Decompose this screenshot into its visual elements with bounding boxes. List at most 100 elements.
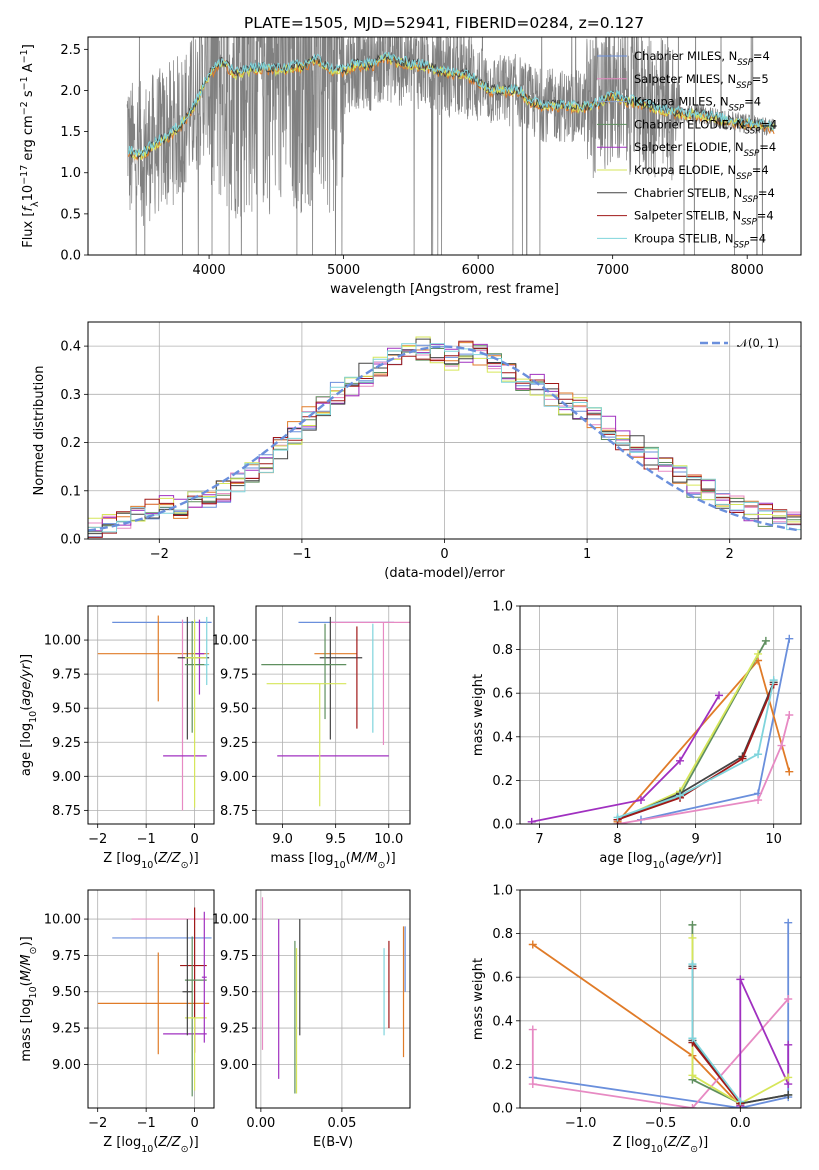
- x-tick-label-1: 9.5: [325, 832, 346, 847]
- figure-title: PLATE=1505, MJD=52941, FIBERID=0284, z=0…: [244, 14, 644, 32]
- errorbar-point-6: [184, 620, 207, 733]
- mass-weight-vs-metallicity-panel: −1.0 −0.5 0.0 0.0 0.2 0.4 0.6 0.8 1.0 Z [log10(Z/…: [471, 884, 802, 1155]
- series-8: [688, 960, 745, 1106]
- y-tick-label-1: 0.2: [492, 1058, 513, 1073]
- series-8: [613, 676, 778, 822]
- y-tick-label-5: 1.0: [492, 600, 513, 615]
- legend-entry-4: Salpeter ELODIE, NSSP=4: [634, 140, 776, 159]
- plot-area: [88, 336, 801, 538]
- observed-spectrum: [126, 37, 775, 255]
- mass-weight-vs-age-panel: 7 8 9 10 0.0 0.2 0.4 0.6 0.8 1.0 age [log10(age/yr…: [471, 600, 802, 871]
- y-tick-label-3: 9.50: [220, 702, 249, 717]
- series-3: [527, 691, 724, 824]
- y-tick-label-5: 10.00: [212, 634, 249, 649]
- series-marker-4-0: [688, 920, 697, 929]
- legend: Chabrier MILES, NSSP=4 Salpeter MILES, NS…: [597, 49, 777, 250]
- plot-area: [97, 907, 212, 1097]
- y-tick-label-3: 9.50: [52, 702, 81, 717]
- x-tick-label-2: 10.0: [374, 832, 403, 847]
- model-spectrum-1: [127, 53, 775, 160]
- series-marker-3-1: [736, 975, 745, 984]
- x-tick-label-2: 6000: [462, 263, 495, 278]
- series-marker-2-2: [777, 741, 786, 750]
- y-tick-label-0: 0.0: [492, 1102, 513, 1117]
- x-tick-label-0: −2: [88, 1116, 107, 1131]
- plot-area: [126, 37, 775, 255]
- y-tick-label-0: 0.0: [60, 533, 81, 548]
- y-tick-label-2: 9.50: [52, 985, 81, 1000]
- series-marker-8-1: [688, 1034, 697, 1043]
- series-marker-2-2: [688, 1104, 697, 1108]
- errorbar-point-3: [194, 619, 205, 695]
- errorbar-point-7: [184, 619, 207, 808]
- y-tick-label-0: 8.75: [52, 804, 81, 819]
- series-marker-6-3: [784, 1090, 793, 1099]
- x-axis-label: age [log10(age/yr)]: [599, 851, 721, 871]
- errorbar-point-5: [184, 936, 207, 1097]
- x-tick-label-2: 0: [440, 547, 448, 562]
- axes-frame: [255, 889, 411, 1109]
- y-axis-label: mass [log10(M/M⊙)]: [19, 936, 39, 1061]
- series-marker-3-1: [636, 796, 645, 805]
- y-tick-label-3: 1.5: [60, 125, 81, 140]
- y-tick-label-1: 9.00: [52, 770, 81, 785]
- x-tick-label-0: 0.00: [246, 1116, 275, 1131]
- y-axis-label: age [log10(age/yr)]: [19, 654, 39, 776]
- y-tick-label-5: 10.00: [44, 634, 81, 649]
- series-marker-7-2: [738, 754, 747, 763]
- errorbar-point-8: [182, 919, 193, 1036]
- x-axis-label: Z [log10(Z/Z⊙)]: [103, 851, 198, 871]
- series-marker-5-1: [688, 1071, 697, 1080]
- legend-entry-3: Chabrier ELODIE, NSSP=4: [634, 117, 777, 136]
- series-marker-8-2: [754, 750, 763, 759]
- y-tick-label-5: 2.5: [60, 43, 81, 58]
- x-tick-label-0: −2: [150, 547, 169, 562]
- x-tick-label-1: 8: [613, 832, 621, 847]
- errorbar-point-4: [319, 616, 363, 740]
- errorbar-point-1: [97, 615, 210, 702]
- series-line-3: [739, 979, 790, 1106]
- series-marker-0-2: [785, 634, 794, 643]
- y-tick-label-2: 9.25: [52, 736, 81, 751]
- y-tick-label-3: 9.75: [220, 949, 249, 964]
- y-tick-label-4: 9.75: [220, 668, 249, 683]
- x-axis-label: wavelength [Angstrom, rest frame]: [330, 282, 559, 297]
- x-tick-label-0: −2: [88, 832, 107, 847]
- x-tick-label-1: −1: [137, 1116, 156, 1131]
- y-tick-label-1: 9.25: [52, 1022, 81, 1037]
- legend-entry-6: Chabrier STELIB, NSSP=4: [634, 186, 775, 205]
- series-marker-8-0: [613, 813, 622, 822]
- errorbar-point-7: [201, 911, 207, 1043]
- series-marker-8-1: [676, 791, 685, 800]
- errorbar-point-1: [97, 952, 210, 1055]
- y-axis-label: Flux [fλ10−17 erg cm−2 s−1 A−1]: [19, 44, 41, 248]
- x-tick-label-3: 10: [765, 832, 782, 847]
- y-tick-label-2: 0.2: [60, 436, 81, 451]
- errorbar-point-2: [330, 621, 410, 745]
- legend-entry-gaussian: 𝒩(0, 1): [737, 336, 779, 350]
- y-tick-label-2: 0.4: [492, 730, 513, 745]
- series-marker-1-0: [528, 940, 537, 949]
- y-tick-label-4: 0.8: [492, 927, 513, 942]
- x-tick-label-2: 0: [190, 832, 198, 847]
- x-tick-label-0: 7: [535, 832, 543, 847]
- axes-frame: [519, 889, 802, 1109]
- x-tick-label-1: −0.5: [645, 1116, 677, 1131]
- axes-frame: [519, 605, 802, 825]
- series-marker-2-0: [528, 1025, 537, 1034]
- x-tick-label-1: −1: [292, 547, 311, 562]
- y-tick-label-4: 2.0: [60, 84, 81, 99]
- errorbar-point-6: [184, 1017, 207, 1091]
- series-marker-3-3: [784, 1040, 793, 1049]
- x-axis-label: E(B-V): [313, 1135, 353, 1150]
- series-marker-3-0: [527, 817, 536, 824]
- y-tick-label-4: 0.8: [492, 643, 513, 658]
- series-marker-1-2: [785, 767, 794, 776]
- x-tick-label-1: −1: [137, 832, 156, 847]
- x-tick-label-0: 9.0: [272, 832, 293, 847]
- x-axis-label: Z [log10(Z/Z⊙)]: [103, 1135, 198, 1155]
- gaussian-reference: [88, 345, 799, 532]
- legend-entry-2: Kroupa MILES, NSSP=4: [634, 95, 761, 114]
- x-tick-label-3: 1: [583, 547, 591, 562]
- legend-entry-0: Chabrier MILES, NSSP=4: [634, 49, 770, 68]
